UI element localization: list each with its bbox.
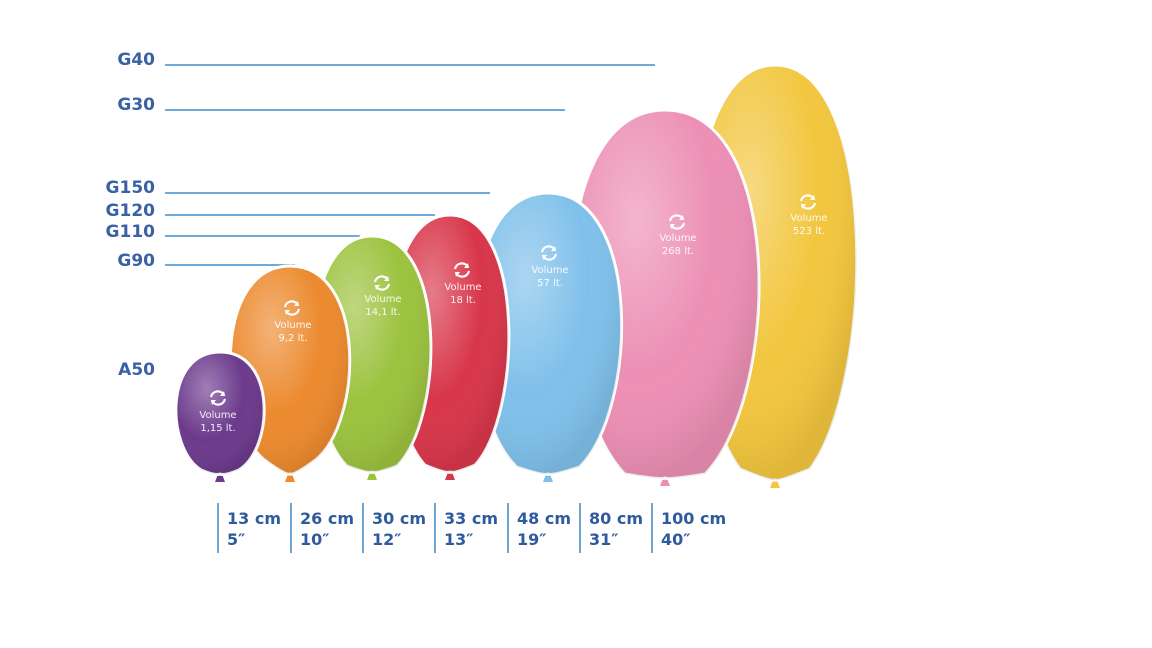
balloon-shine: [474, 193, 622, 475]
code-label-g30: G30: [117, 95, 155, 115]
volume-value: 18 lt.: [450, 295, 476, 306]
size-entry-g90: 26 cm 10″: [290, 503, 354, 553]
code-label-a50: A50: [118, 360, 155, 380]
volume-value: 57 lt.: [537, 278, 563, 289]
balloon-knot: [660, 478, 670, 486]
volume-label: Volume: [274, 320, 311, 331]
size-entry-g150: 48 cm 19″: [507, 503, 571, 553]
balloon-a50: Volume 1,15 lt.: [174, 350, 266, 482]
size-inches: 19″: [517, 530, 546, 549]
volume-value: 14,1 lt.: [365, 307, 400, 318]
size-entry-g120: 33 cm 13″: [434, 503, 498, 553]
volume-label: Volume: [790, 213, 827, 224]
balloon-knot: [445, 472, 455, 480]
volume-label: Volume: [199, 410, 236, 421]
size-inches: 12″: [372, 530, 401, 549]
size-inches: 5″: [227, 530, 245, 549]
size-cm: 26 cm: [300, 509, 354, 528]
size-inches: 40″: [661, 530, 690, 549]
refresh-cycle-icon: [373, 275, 391, 291]
balloon-knot: [543, 474, 553, 482]
balloon-knot: [770, 480, 780, 488]
balloon-knot: [215, 474, 225, 482]
balloon-shine: [175, 352, 265, 475]
size-inches: 31″: [589, 530, 618, 549]
size-cm: 80 cm: [589, 509, 643, 528]
size-scale: 13 cm 5″ 26 cm 10″ 30 cm 12″ 33 cm 13″ 48 cm 19″ 8…: [217, 503, 726, 553]
volume-value: 523 lt.: [793, 226, 825, 237]
code-label-g150: G150: [106, 178, 156, 198]
volume-value: 9,2 lt.: [279, 333, 308, 344]
code-label-g120: G120: [106, 201, 156, 221]
size-entry-a50: 13 cm 5″: [217, 503, 281, 553]
volume-value: 268 lt.: [662, 246, 694, 257]
size-entry-g110: 30 cm 12″: [362, 503, 426, 553]
balloon-g150: Volume 57 lt.: [472, 191, 624, 482]
size-entry-g30: 80 cm 31″: [579, 503, 643, 553]
code-label-g110: G110: [106, 222, 156, 242]
code-labels: G40 G30 G150 G120 G110 G90 A50: [106, 50, 156, 380]
refresh-cycle-icon: [799, 194, 817, 210]
balloon-shine: [570, 110, 760, 479]
refresh-cycle-icon: [283, 300, 301, 316]
balloon-knot: [285, 474, 295, 482]
size-cm: 33 cm: [444, 509, 498, 528]
refresh-cycle-icon: [540, 245, 558, 261]
balloon-knot: [367, 472, 377, 480]
volume-label: Volume: [531, 265, 568, 276]
refresh-cycle-icon: [209, 390, 227, 406]
volume-value: 1,15 lt.: [200, 423, 235, 434]
size-entry-g40: 100 cm 40″: [651, 503, 726, 553]
balloon-g30: Volume 268 lt.: [569, 108, 761, 486]
refresh-cycle-icon: [668, 214, 686, 230]
volume-label: Volume: [444, 282, 481, 293]
guide-lines: [165, 64, 655, 266]
size-cm: 30 cm: [372, 509, 426, 528]
size-cm: 100 cm: [661, 509, 726, 528]
size-cm: 48 cm: [517, 509, 571, 528]
size-inches: 13″: [444, 530, 473, 549]
volume-label: Volume: [659, 233, 696, 244]
code-label-g90: G90: [117, 251, 155, 271]
size-cm: 13 cm: [227, 509, 281, 528]
code-label-g40: G40: [117, 50, 155, 70]
refresh-cycle-icon: [453, 262, 471, 278]
volume-label: Volume: [364, 294, 401, 305]
size-inches: 10″: [300, 530, 329, 549]
